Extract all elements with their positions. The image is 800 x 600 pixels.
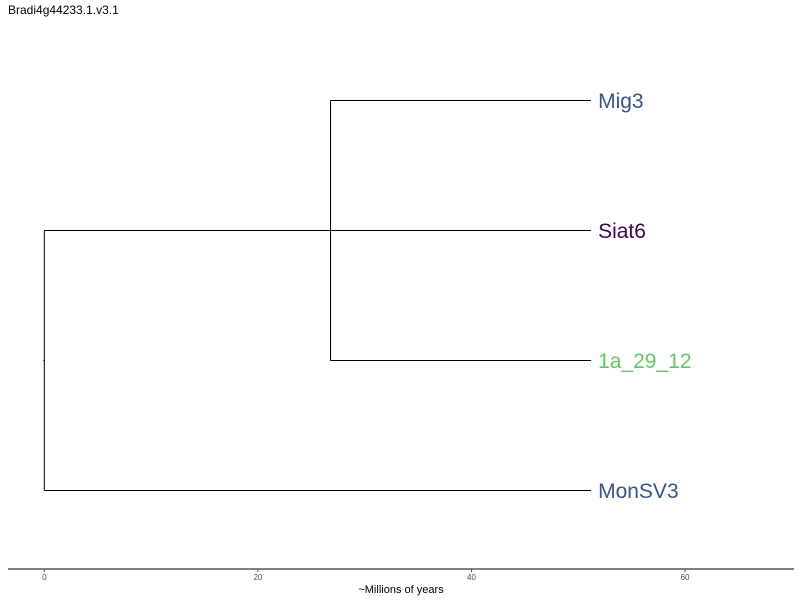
leaf-label: Mig3 (598, 90, 644, 113)
figure-title: Bradi4g44233.1.v3.1 (8, 3, 119, 17)
leaf-label: 1a_29_12 (598, 350, 691, 373)
x-tick-label: 20 (253, 573, 262, 582)
leaf-label: MonSV3 (598, 480, 679, 503)
leaf-label: Siat6 (598, 220, 646, 243)
x-tick-label: 60 (681, 573, 690, 582)
x-tick-label: 40 (467, 573, 476, 582)
x-axis-label: ~Millions of years (358, 584, 444, 596)
x-tick-label: 0 (42, 573, 47, 582)
